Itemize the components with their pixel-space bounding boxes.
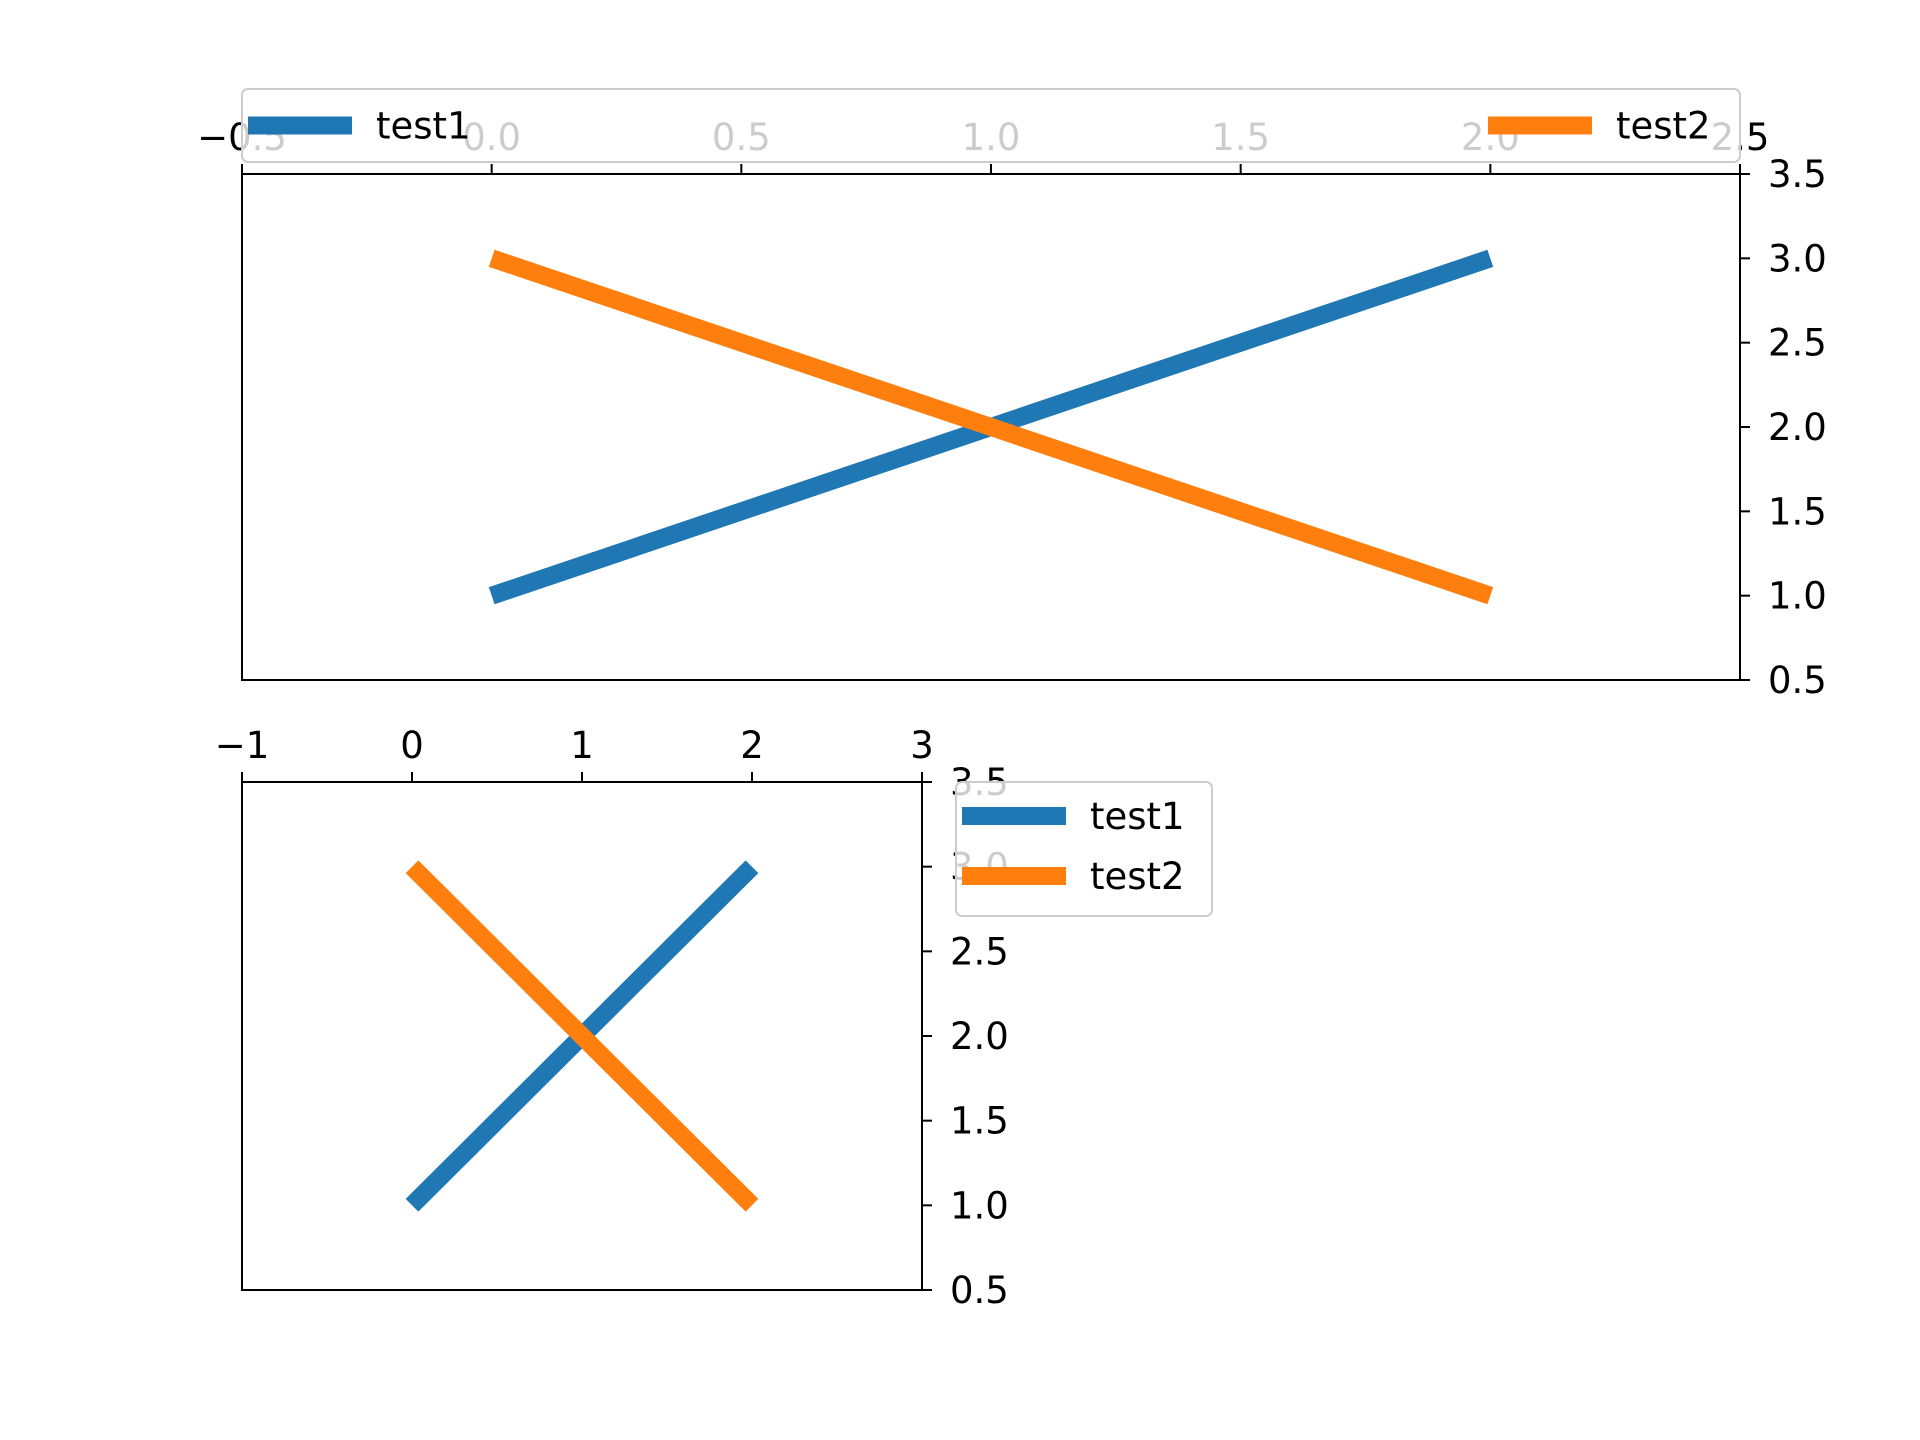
- y-tick-label: 0.5: [950, 1269, 1009, 1312]
- x-tick-label: 1: [570, 724, 594, 767]
- series-line-test2: [405, 860, 759, 1212]
- legend-label-test1: test1: [1090, 795, 1185, 838]
- y-tick-label: 1.5: [1768, 490, 1827, 533]
- legend: test1 test2: [955, 781, 1213, 917]
- x-tick-label: 2: [740, 724, 764, 767]
- legend-label-test1: test1: [376, 105, 471, 148]
- legend-label-test2: test2: [1616, 105, 1711, 148]
- legend-label-test2: test2: [1090, 855, 1185, 898]
- y-tick-label: 2.0: [950, 1015, 1009, 1058]
- y-tick-label: 1.0: [950, 1184, 1009, 1227]
- top-chart: −0.50.00.51.01.52.02.50.51.01.52.02.53.0…: [197, 88, 1827, 702]
- x-tick-label: 3: [910, 724, 934, 767]
- series-line-test2: [488, 249, 1494, 605]
- y-tick-label: 2.5: [1768, 322, 1827, 365]
- y-tick-label: 3.0: [1768, 237, 1827, 280]
- y-tick-label: 1.0: [1768, 575, 1827, 618]
- x-tick-label: −1: [215, 724, 270, 767]
- y-tick-label: 0.5: [1768, 659, 1827, 702]
- y-tick-label: 2.5: [950, 930, 1009, 973]
- y-tick-label: 2.0: [1768, 406, 1827, 449]
- x-tick-label: 0: [400, 724, 424, 767]
- legend: test1 test2: [241, 88, 1741, 163]
- y-tick-label: 3.5: [1768, 153, 1827, 196]
- y-tick-label: 1.5: [950, 1100, 1009, 1143]
- legend-frame: [241, 88, 1741, 163]
